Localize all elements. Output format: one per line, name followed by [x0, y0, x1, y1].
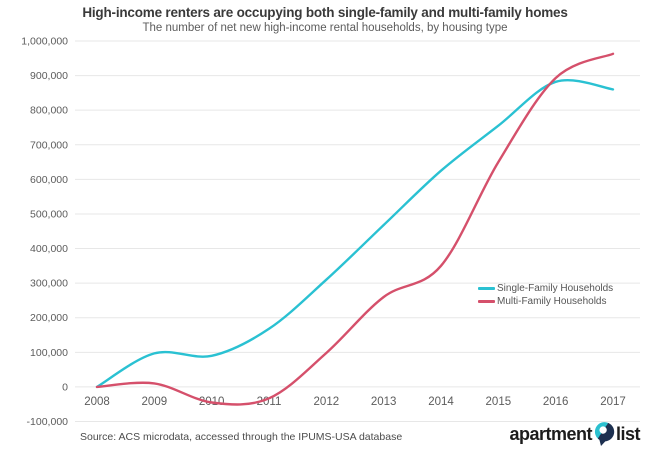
legend-swatch-single-family	[478, 287, 495, 290]
x-tick-label: 2013	[371, 396, 397, 408]
series-line-single-family-households	[95, 79, 615, 389]
y-tick-label: 1,000,000	[21, 36, 68, 48]
x-tick-label: 2016	[543, 396, 569, 408]
y-tick-label: 900,000	[30, 70, 68, 82]
apartmentlist-logo: apartment list	[509, 421, 641, 448]
x-tick-label: 2017	[600, 396, 626, 408]
y-tick-label: 300,000	[30, 278, 68, 290]
legend-item: Multi-Family Households	[478, 295, 613, 308]
y-tick-label: 700,000	[30, 139, 68, 151]
legend-swatch-multi-family	[478, 300, 495, 303]
source-text: Source: ACS microdata, accessed through …	[80, 431, 403, 443]
legend-label: Multi-Family Households	[497, 296, 607, 307]
x-tick-label: 2009	[142, 396, 168, 408]
y-tick-label: 100,000	[30, 347, 68, 359]
series-line-multi-family-households	[95, 52, 615, 406]
y-tick-label: 0	[62, 381, 68, 393]
legend-label: Single-Family Households	[497, 283, 614, 294]
legend: Single-Family Households Multi-Family Ho…	[478, 282, 613, 308]
legend-item: Single-Family Households	[478, 282, 613, 295]
logo-text-apartment: apartment	[509, 424, 592, 444]
x-tick-label: 2008	[84, 396, 110, 408]
x-tick-label: 2015	[486, 396, 512, 408]
logo-text-list: list	[615, 424, 641, 444]
y-tick-label: -100,000	[27, 416, 69, 428]
y-tick-label: 200,000	[30, 312, 68, 324]
y-tick-label: 600,000	[30, 174, 68, 186]
y-tick-label: 400,000	[30, 243, 68, 255]
x-tick-label: 2014	[428, 396, 454, 408]
y-tick-label: 500,000	[30, 208, 68, 220]
location-pin-icon	[594, 422, 615, 447]
x-tick-label: 2012	[314, 396, 340, 408]
chart-subtitle: The number of net new high-income rental…	[142, 22, 508, 34]
x-tick-label: 2011	[257, 396, 282, 408]
y-tick-label: 800,000	[30, 105, 68, 117]
chart-title: High-income renters are occupying both s…	[82, 5, 568, 20]
